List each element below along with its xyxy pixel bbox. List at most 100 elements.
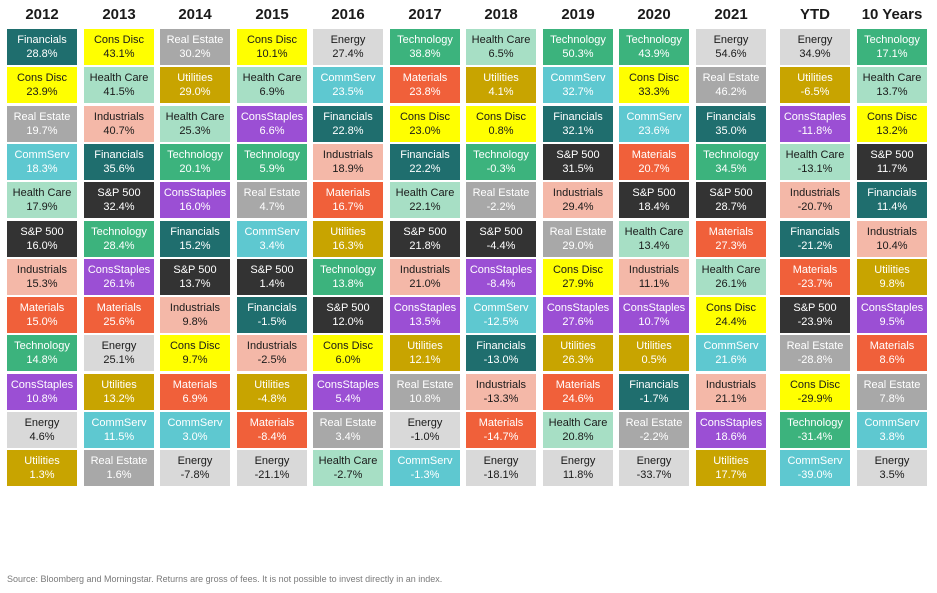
sector-cell: Financials -1.5% [237, 297, 307, 334]
sector-cell: Cons Disc 43.1% [84, 29, 154, 65]
sector-cell: Cons Disc 9.7% [160, 335, 230, 372]
sector-name: S&P 500 [556, 148, 600, 161]
sector-name: Financials [790, 225, 840, 238]
sector-return: -1.3% [410, 469, 440, 482]
sector-return: 14.8% [26, 354, 58, 367]
sector-cell: Real Estate 4.7% [237, 182, 307, 219]
sector-name: CommServ [320, 72, 376, 85]
sector-return: 40.7% [103, 124, 135, 137]
sector-return: 0.8% [488, 124, 514, 137]
sector-name: Health Care [318, 455, 378, 468]
sector-name: Energy [407, 417, 443, 429]
sector-name: Real Estate [243, 187, 301, 200]
sector-cell: Materials 16.7% [313, 182, 383, 219]
sector-return: 23.9% [26, 86, 58, 99]
sector-cell: Industrials 18.9% [313, 143, 383, 180]
sector-name: Health Care [165, 110, 225, 123]
sector-name: S&P 500 [250, 263, 294, 276]
sector-return: -7.8% [180, 469, 210, 482]
sector-name: Materials [708, 225, 754, 238]
sector-return: -4.8% [257, 392, 287, 405]
sector-cell: Industrials 15.3% [7, 258, 77, 295]
sector-name: Financials [170, 225, 220, 238]
sector-cell: Real Estate -28.8% [780, 335, 850, 372]
sector-name: Cons Disc [552, 263, 604, 276]
sector-name: Financials [17, 34, 67, 46]
sector-cell: Financials 22.2% [390, 143, 460, 180]
sector-return: 4.7% [259, 201, 285, 214]
sector-cell: Energy 3.5% [857, 450, 927, 487]
sector-return: 6.6% [259, 124, 285, 137]
sector-return: 18.3% [26, 162, 58, 175]
sector-return: 15.2% [179, 239, 211, 252]
sector-cell: ConsStaples 10.7% [619, 297, 689, 334]
sector-return: 35.0% [715, 124, 747, 137]
sector-cell: S&P 500 31.5% [543, 143, 613, 180]
sector-cell: CommServ 11.5% [84, 412, 154, 448]
sector-name: Financials [629, 378, 679, 391]
sector-name: Technology [703, 148, 759, 161]
sector-return: -28.8% [797, 354, 833, 367]
sector-cell: CommServ -39.0% [780, 450, 850, 487]
sector-return: 6.9% [259, 86, 285, 99]
sector-cell: Technology 20.1% [160, 143, 230, 180]
sector-name: Health Care [471, 34, 531, 46]
sector-name: Health Care [862, 72, 922, 85]
sector-cell: Financials -1.7% [619, 373, 689, 410]
sector-return: -0.3% [486, 162, 516, 175]
sector-return: 23.5% [332, 86, 364, 99]
column-header: 2018 [484, 6, 518, 23]
sector-cell: Real Estate -2.2% [619, 412, 689, 448]
sector-cell: Health Care -2.7% [313, 450, 383, 487]
sector-name: Industrials [399, 263, 451, 276]
sector-name: Technology [244, 148, 300, 161]
sector-name: S&P 500 [326, 302, 370, 315]
sector-return: 13.8% [332, 277, 364, 290]
sector-name: S&P 500 [20, 225, 64, 238]
sector-return: 3.4% [259, 239, 285, 252]
sector-cell: Materials 24.6% [543, 373, 613, 410]
sector-return: 32.1% [562, 124, 594, 137]
sector-cell: Technology -0.3% [466, 143, 536, 180]
sector-cell: Real Estate 46.2% [696, 67, 766, 104]
sector-name: Industrials [789, 187, 841, 200]
sector-return: 4.6% [29, 431, 55, 443]
sector-return: 21.0% [409, 277, 441, 290]
sector-cell: CommServ 21.6% [696, 335, 766, 372]
sector-cell: ConsStaples -11.8% [780, 105, 850, 142]
sector-name: Cons Disc [399, 110, 451, 123]
sector-cell: S&P 500 18.4% [619, 182, 689, 219]
sector-name: Real Estate [786, 340, 844, 353]
sector-return: -6.5% [800, 86, 830, 99]
sector-cell: Real Estate 19.7% [7, 105, 77, 142]
sector-cell: Technology 13.8% [313, 258, 383, 295]
sector-cell: Financials -13.0% [466, 335, 536, 372]
sector-name: Health Care [785, 148, 845, 161]
sector-cell: CommServ 3.0% [160, 412, 230, 448]
sector-cell: Real Estate 29.0% [543, 220, 613, 257]
sector-name: Industrials [169, 302, 221, 315]
sector-return: 28.4% [103, 239, 135, 252]
sector-return: -2.5% [257, 354, 287, 367]
sector-cell: ConsStaples 27.6% [543, 297, 613, 334]
sector-cell: ConsStaples 9.5% [857, 297, 927, 334]
sector-name: Utilities [177, 72, 213, 85]
column-header: 2021 [714, 6, 748, 23]
sector-name: Utilities [797, 72, 833, 85]
sector-cell: CommServ 23.6% [619, 105, 689, 142]
sector-name: CommServ [703, 340, 759, 353]
sector-cell: Energy 54.6% [696, 29, 766, 65]
sector-name: Energy [874, 455, 910, 468]
sector-return: 17.1% [876, 48, 908, 60]
sector-name: Health Care [701, 263, 761, 276]
column-header: 2015 [255, 6, 289, 23]
sector-cell: Utilities -6.5% [780, 67, 850, 104]
sector-cell: Industrials 21.1% [696, 373, 766, 410]
sector-return: 23.6% [638, 124, 670, 137]
sector-return: 29.4% [562, 201, 594, 214]
sector-cell: Technology 34.5% [696, 143, 766, 180]
sector-name: CommServ [473, 302, 529, 315]
sector-return: -14.7% [483, 431, 519, 443]
sector-return: 13.2% [103, 392, 135, 405]
sector-return: -11.8% [797, 124, 833, 137]
